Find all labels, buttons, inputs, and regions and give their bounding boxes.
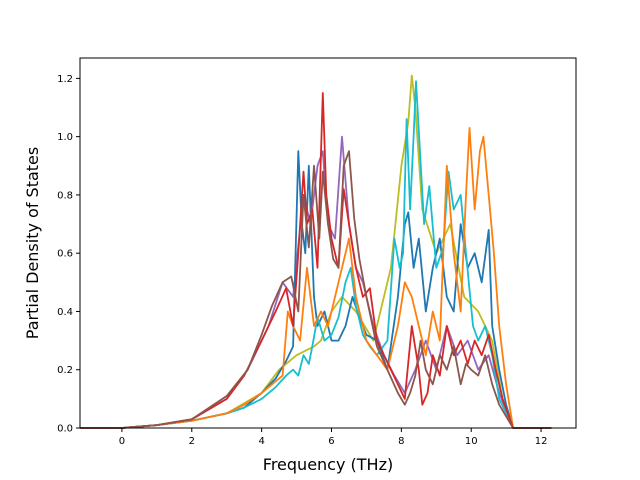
x-axis-ticks: 0 2 4 6 8 10 12: [119, 428, 548, 447]
y-tick-label: 0.2: [57, 365, 73, 376]
plot-frame: [79, 57, 577, 429]
series-line-7: [80, 150, 552, 429]
y-tick-label: 0.0: [57, 424, 73, 435]
y-tick-label: 0.6: [57, 249, 73, 260]
x-tick-label: 8: [398, 436, 404, 447]
series-lines: [80, 74, 552, 429]
series-line-4: [80, 80, 552, 429]
y-axis-ticks: 0.0 0.2 0.4 0.6 0.8 1.0 1.2: [57, 74, 80, 435]
y-tick-label: 0.8: [57, 190, 73, 201]
x-tick-label: 10: [465, 436, 478, 447]
plot-background: [80, 58, 576, 428]
y-tick-label: 1.2: [57, 74, 73, 85]
y-tick-label: 1.0: [57, 132, 73, 143]
x-axis-label: Frequency (THz): [263, 455, 393, 474]
y-tick-label: 0.4: [57, 307, 73, 318]
x-tick-label: 4: [258, 436, 264, 447]
y-axis-label: Partial Density of States: [23, 147, 42, 339]
x-tick-label: 2: [189, 436, 195, 447]
series-line-3: [80, 150, 552, 429]
x-tick-label: 0: [119, 436, 125, 447]
x-tick-label: 12: [535, 436, 548, 447]
x-tick-label: 6: [328, 436, 334, 447]
series-line-5: [80, 127, 552, 429]
